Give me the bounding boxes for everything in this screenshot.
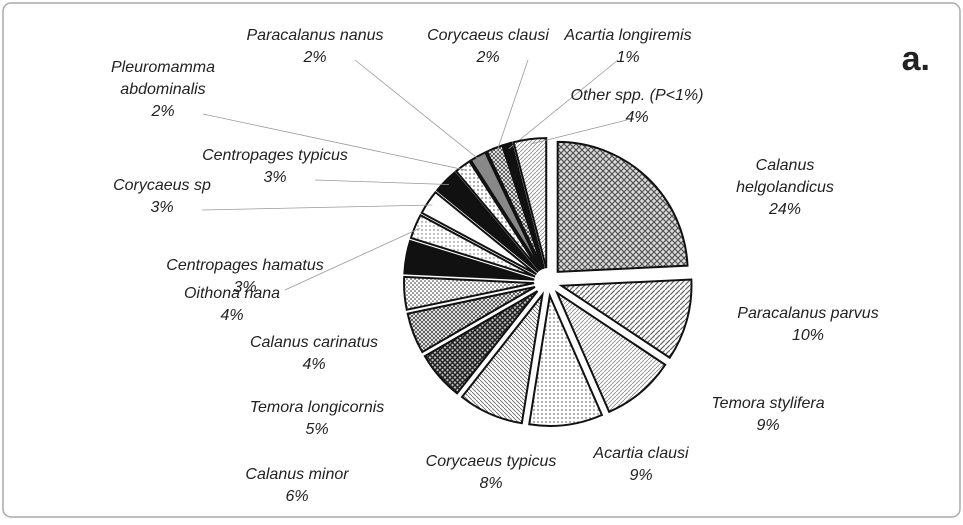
value-label: 5% [305,421,328,438]
value-label: 10% [792,327,824,344]
value-label: 2% [302,49,326,66]
slice-label: Paracalanus nanus [247,27,384,44]
slice-label: Acartia longiremis [563,27,691,44]
leader-line [284,227,420,291]
slice-label: Acartia clausi [592,445,689,462]
slice-label: Paracalanus parvus [737,305,878,322]
panel-label: a. [902,40,930,78]
slice-label: Calanus carinatus [250,334,378,351]
value-label: 4% [625,109,648,126]
value-label: 4% [220,307,243,324]
pie-slice [556,140,689,273]
leader-line [354,59,481,161]
pie-slice [406,286,536,354]
slice-label: Calanus helgolandicus [736,157,834,196]
leader-line [314,179,449,185]
slice-label: Corycaeus typicus [426,453,557,470]
leader-line [495,59,529,154]
slice-label: Centropages hamatus [166,257,323,274]
leader-line [202,113,466,171]
pie-slice [409,213,536,278]
leader-line [201,204,433,211]
pie-slice [528,292,604,427]
pie-slice [403,275,535,311]
value-label: 4% [302,356,325,373]
value-label: 9% [629,467,652,484]
value-label: 3% [263,169,286,186]
pie-slice [403,239,535,281]
pie-slice [460,291,544,425]
value-label: 3% [150,199,173,216]
pie-slice [423,290,539,395]
slice-label: Corycaeus sp [113,177,211,194]
slice-label: Pleuromamma abdominalis [111,59,215,98]
pie-slice [435,171,539,273]
leader-line [530,119,628,145]
slice-label: Corycaeus clausi [427,27,549,44]
value-label: 1% [616,49,639,66]
pie-slice [502,141,546,269]
pie-slice [485,144,544,270]
value-label: 2% [475,49,499,66]
slice-label: Temora stylifera [711,395,824,412]
leader-line [508,59,619,149]
slice-label: Temora longicornis [250,399,385,416]
pie-slice [558,278,693,360]
value-label: 2% [150,103,174,120]
value-label: 8% [479,475,502,492]
pie-slice [454,159,541,272]
value-label: 3% [233,279,256,296]
value-label: 6% [285,488,308,505]
value-label: 24% [768,201,801,218]
slice-label: Other spp. (P<1%) [571,87,704,104]
slice-label: Calanus minor [245,466,349,483]
slice-label: Centropages typicus [202,147,348,164]
pie-slice [512,137,548,269]
value-label: 9% [756,417,779,434]
slice-label: Oithona nana [184,285,280,302]
pie-slice [469,151,543,271]
pie-slice [554,290,667,414]
pie-slice [420,190,537,276]
